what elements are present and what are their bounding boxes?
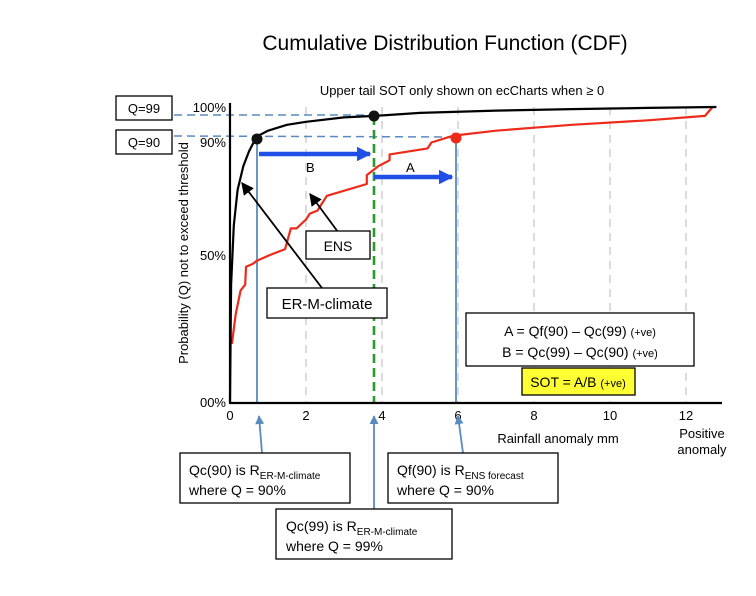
q99-box-label: Q=99 <box>128 101 160 116</box>
x-tick-8: 8 <box>530 408 537 423</box>
qf90-callout-line1: Qf(90) is RENS forecast <box>397 462 524 482</box>
qf90-point <box>450 132 462 144</box>
ens-label-box <box>305 230 371 260</box>
x-tick-4: 4 <box>378 408 385 423</box>
q90-guide-line <box>173 135 457 138</box>
formula-a: A = Qf(90) – Qc(99) (+ve) <box>504 323 656 339</box>
qc99-callout-line1: Qc(99) is RER-M-climate <box>286 518 418 538</box>
qf90-callout-box <box>387 452 559 504</box>
qc99-callout-line2: where Q = 99% <box>285 538 383 554</box>
x-tick-2: 2 <box>302 408 309 423</box>
qc90-point <box>251 133 263 145</box>
qc90-callout-line2: where Q = 90% <box>188 482 286 498</box>
positive-anomaly-line2: anomaly <box>677 442 727 457</box>
er-m-climate-curve <box>228 105 717 404</box>
qc90-callout-line1: Qc(90) is RER-M-climate <box>189 462 321 482</box>
y-axis-label: Probability (Q) not to exceed threshold <box>176 142 191 364</box>
y-tick-0: 00% <box>200 395 226 410</box>
qf90-callout-line2: where Q = 90% <box>396 482 494 498</box>
er-m-climate-label: ER-M-climate <box>282 296 373 313</box>
y-tick-90: 90% <box>200 135 226 150</box>
qc90-callout-arrow <box>255 415 265 454</box>
qf90-callout-arrow <box>454 415 464 454</box>
q90-box-label: Q=90 <box>128 135 160 150</box>
x-tick-12: 12 <box>679 408 693 423</box>
q90-box <box>115 129 173 155</box>
formula-box <box>465 312 695 367</box>
x-axis-label: Rainfall anomaly mm <box>497 431 618 446</box>
x-tick-10: 10 <box>603 408 617 423</box>
arrow-a-label: A <box>406 160 415 175</box>
ens-curve <box>230 106 714 344</box>
ens-pointer <box>309 192 339 233</box>
q99-box <box>115 95 173 121</box>
er-m-climate-label-box <box>266 287 388 319</box>
qc99-point <box>368 110 380 122</box>
ens-label: ENS <box>324 238 353 254</box>
formula-b: B = Qc(99) – Qc(90) (+ve) <box>502 344 658 360</box>
arrow-b-label: B <box>306 160 315 175</box>
x-tick-0: 0 <box>226 408 233 423</box>
chart-subtitle: Upper tail SOT only shown on ecCharts wh… <box>320 83 604 98</box>
er-m-climate-pointer <box>241 181 323 289</box>
qc99-callout-box <box>275 508 453 560</box>
y-tick-50: 50% <box>200 248 226 263</box>
qc90-callout-box <box>179 452 351 504</box>
sot-formula: SOT = A/B (+ve) <box>530 374 626 390</box>
sot-box <box>521 367 636 396</box>
positive-anomaly-line1: Positive <box>679 426 725 441</box>
chart-title: Cumulative Distribution Function (CDF) <box>262 32 627 55</box>
y-tick-100: 100% <box>193 100 227 115</box>
